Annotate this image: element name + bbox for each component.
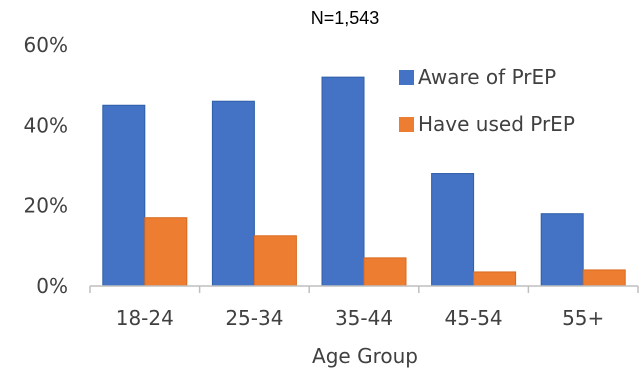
legend: Aware of PrEP Have used PrEP xyxy=(399,65,575,136)
legend-swatch xyxy=(399,117,414,132)
chart-subtitle: N=1,543 xyxy=(311,8,380,28)
legend-label: Have used PrEP xyxy=(418,112,575,136)
legend-swatch xyxy=(399,70,414,85)
bar-aware-of-prep xyxy=(102,104,146,287)
legend-item-aware-of-prep: Aware of PrEP xyxy=(399,65,556,89)
x-tick-label: 35-44 xyxy=(335,306,393,330)
bar-have-used-prep xyxy=(363,257,407,287)
legend-item-have-used-prep: Have used PrEP xyxy=(399,112,575,136)
x-tick-label: 25-34 xyxy=(225,306,283,330)
bar-have-used-prep xyxy=(473,271,517,287)
y-tick-label: 0% xyxy=(36,274,68,298)
x-axis: 18-24 25-34 35-44 45-54 55+ xyxy=(89,286,639,330)
x-axis-title: Age Group xyxy=(312,344,418,368)
y-tick-label: 60% xyxy=(24,33,68,57)
y-axis: 0% 20% 40% 60% xyxy=(24,33,68,298)
bar-aware-of-prep xyxy=(431,173,475,287)
legend-label: Aware of PrEP xyxy=(418,65,556,89)
x-tick-label: 18-24 xyxy=(116,306,174,330)
bar-aware-of-prep xyxy=(540,213,584,287)
bar-aware-of-prep xyxy=(321,76,365,287)
bars xyxy=(102,76,626,287)
y-tick-label: 40% xyxy=(24,113,68,137)
bar-have-used-prep xyxy=(144,217,188,287)
x-tick-label: 55+ xyxy=(562,306,604,330)
bar-have-used-prep xyxy=(253,235,297,287)
x-tick-label: 45-54 xyxy=(445,306,503,330)
y-tick-label: 20% xyxy=(24,194,68,218)
bar-have-used-prep xyxy=(582,269,626,287)
bar-aware-of-prep xyxy=(211,100,255,287)
